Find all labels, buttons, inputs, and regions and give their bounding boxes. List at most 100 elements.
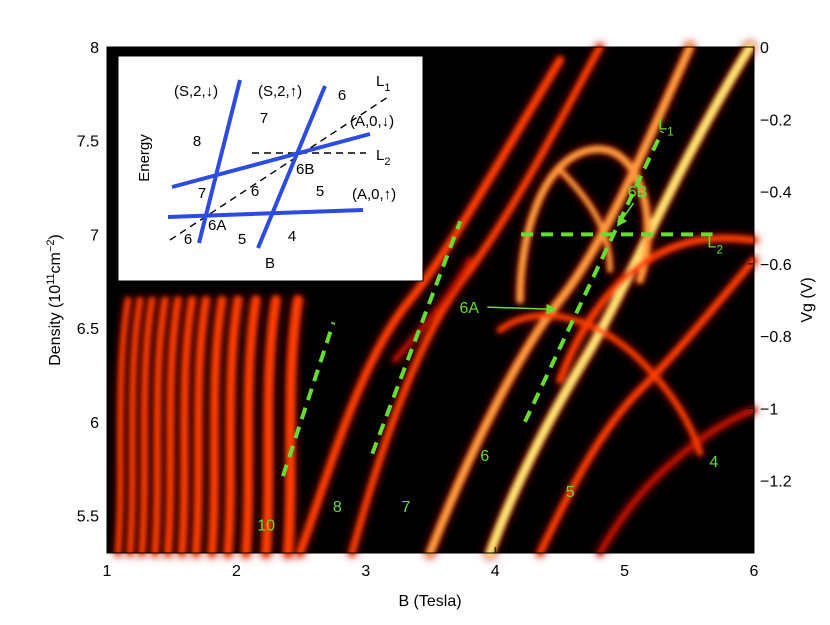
ridge-line xyxy=(537,257,757,556)
y2-tick-label: 0 xyxy=(760,40,769,57)
ridge-line xyxy=(296,56,564,557)
inset-level-a0-down xyxy=(171,132,371,189)
filling-factor-label: 10 xyxy=(257,518,275,535)
heatmap-ridges xyxy=(113,40,760,560)
inset-region-number: 5 xyxy=(238,231,246,248)
dashed-guide-line xyxy=(370,220,463,455)
crossing-label: 6A xyxy=(460,300,480,317)
inset-region-number: 6 xyxy=(338,87,346,104)
y-axis-left: 5.5 6 6.5 7 7.5 8 xyxy=(77,40,113,526)
axes-frame xyxy=(106,46,755,554)
line-label-sub: 1 xyxy=(667,124,674,138)
ridge-line xyxy=(115,297,131,556)
ridge-line xyxy=(139,297,155,556)
ridge-line xyxy=(597,407,757,556)
x-tick-label: 5 xyxy=(620,563,629,580)
dashed-guide-line xyxy=(523,130,664,423)
line-label: L1 xyxy=(658,116,674,138)
y-axis-title-sup1: 11 xyxy=(45,273,57,284)
inset-level-s2-up xyxy=(256,85,327,249)
y-tick-label: 8 xyxy=(90,40,99,57)
y-tick-label: 6 xyxy=(90,415,99,432)
ridge-line xyxy=(151,296,169,557)
y-axis-title-close: ) xyxy=(47,234,64,239)
ridge-line xyxy=(349,44,603,556)
inset-region-numbers: 8 7 6 7 6 5 6 5 4 xyxy=(184,87,346,248)
ridge-line xyxy=(224,296,242,557)
inset-region-number: 6 xyxy=(251,183,259,200)
heatmap-area xyxy=(107,40,760,560)
inset-crossing-6a: 6A xyxy=(208,217,226,234)
y-axis-title-sup2: −2 xyxy=(45,240,57,253)
inset-level-a0-up xyxy=(167,208,364,219)
filling-factor-label: 6 xyxy=(480,448,489,465)
filling-factor-label: 4 xyxy=(709,454,718,471)
inset-level-label-a0-up: (A,0,↑) xyxy=(352,186,396,203)
y2-tick-label: −0.4 xyxy=(760,185,792,202)
ridge-line xyxy=(393,258,472,362)
ridge-line xyxy=(557,235,757,383)
crossing-label: 6B xyxy=(628,184,648,201)
inset-level-label-s2-up: (S,2,↑) xyxy=(258,83,302,100)
inset-level-label-s2-down: (S,2,↓) xyxy=(174,83,218,100)
inset-region-number: 7 xyxy=(198,185,206,202)
x-axis-title: B (Tesla) xyxy=(398,593,461,610)
inset-level-label-a0-down: (A,0,↓) xyxy=(350,113,394,130)
x-tick-label: 3 xyxy=(361,563,370,580)
ridge-line xyxy=(127,297,143,556)
y-tick-label: 6.5 xyxy=(77,321,99,338)
y-tick-label: 7 xyxy=(90,227,99,244)
inset-frame xyxy=(117,55,424,282)
y-axis-title: Density (1011cm−2) xyxy=(45,234,64,366)
y-axis-right: 0 −0.2 −0.4 −0.6 −0.8 −1 −1.2 xyxy=(748,40,792,491)
inset-guide-label-l2-main: L xyxy=(376,147,384,164)
ridge-line xyxy=(497,313,703,456)
x-tick-label: 6 xyxy=(750,563,759,580)
y2-tick-label: −1.2 xyxy=(760,474,792,491)
filling-factor-label: 5 xyxy=(566,484,575,501)
inset-guide-l1 xyxy=(169,96,389,241)
inset-guide-label-l1: L1 xyxy=(376,73,390,94)
ridge-line xyxy=(261,295,281,558)
inset-ylabel: Energy xyxy=(136,134,153,182)
inset-guide-label-l1-main: L xyxy=(376,73,384,90)
y-tick-label: 5.5 xyxy=(77,509,99,526)
ridge-line xyxy=(178,296,196,557)
inset-guide-label-l2: L2 xyxy=(376,147,390,168)
line-label-sub: 2 xyxy=(716,243,723,257)
crossing-arrow xyxy=(616,202,635,227)
inset: Energy B (S,2,↓) (S,2,↑) (A,0,↓) (A,0,↑)… xyxy=(117,55,424,282)
ridge-line xyxy=(192,296,210,557)
crossing-arrow xyxy=(487,303,557,315)
y2-tick-label: −0.8 xyxy=(760,329,792,346)
y-axis-title-main: Density (10 xyxy=(47,285,64,366)
x-tick-label: 1 xyxy=(103,563,112,580)
line-label-main: L xyxy=(658,116,667,133)
ridge-line xyxy=(557,167,613,273)
ridge-line xyxy=(516,145,652,304)
ridge-line xyxy=(208,296,226,557)
line-label: L2 xyxy=(707,235,723,257)
x-tick-label: 4 xyxy=(491,563,500,580)
ridge-line xyxy=(164,296,182,557)
x-axis: 1 2 3 4 5 6 xyxy=(103,47,759,580)
dashed-guide-line xyxy=(281,321,336,477)
ridge-line xyxy=(283,295,303,558)
ridge-core-layer xyxy=(115,42,757,558)
ridge-line xyxy=(426,43,694,557)
inset-guide-label-l1-sub: 1 xyxy=(384,82,390,94)
inset-xlabel: B xyxy=(265,255,275,272)
y-axis-title-unit: cm xyxy=(47,252,64,273)
y2-tick-label: −0.6 xyxy=(760,257,792,274)
y2-axis-title: Vg (V) xyxy=(799,277,816,322)
inset-crossing-6b: 6B xyxy=(296,161,314,178)
x-tick-label: 2 xyxy=(232,563,241,580)
inset-region-number: 4 xyxy=(288,228,296,245)
ridge-line xyxy=(241,295,261,558)
filling-factor-label: 7 xyxy=(401,499,410,516)
inset-region-number: 7 xyxy=(260,110,268,127)
inset-region-number: 6 xyxy=(184,231,192,248)
y-tick-label: 7.5 xyxy=(77,134,99,151)
